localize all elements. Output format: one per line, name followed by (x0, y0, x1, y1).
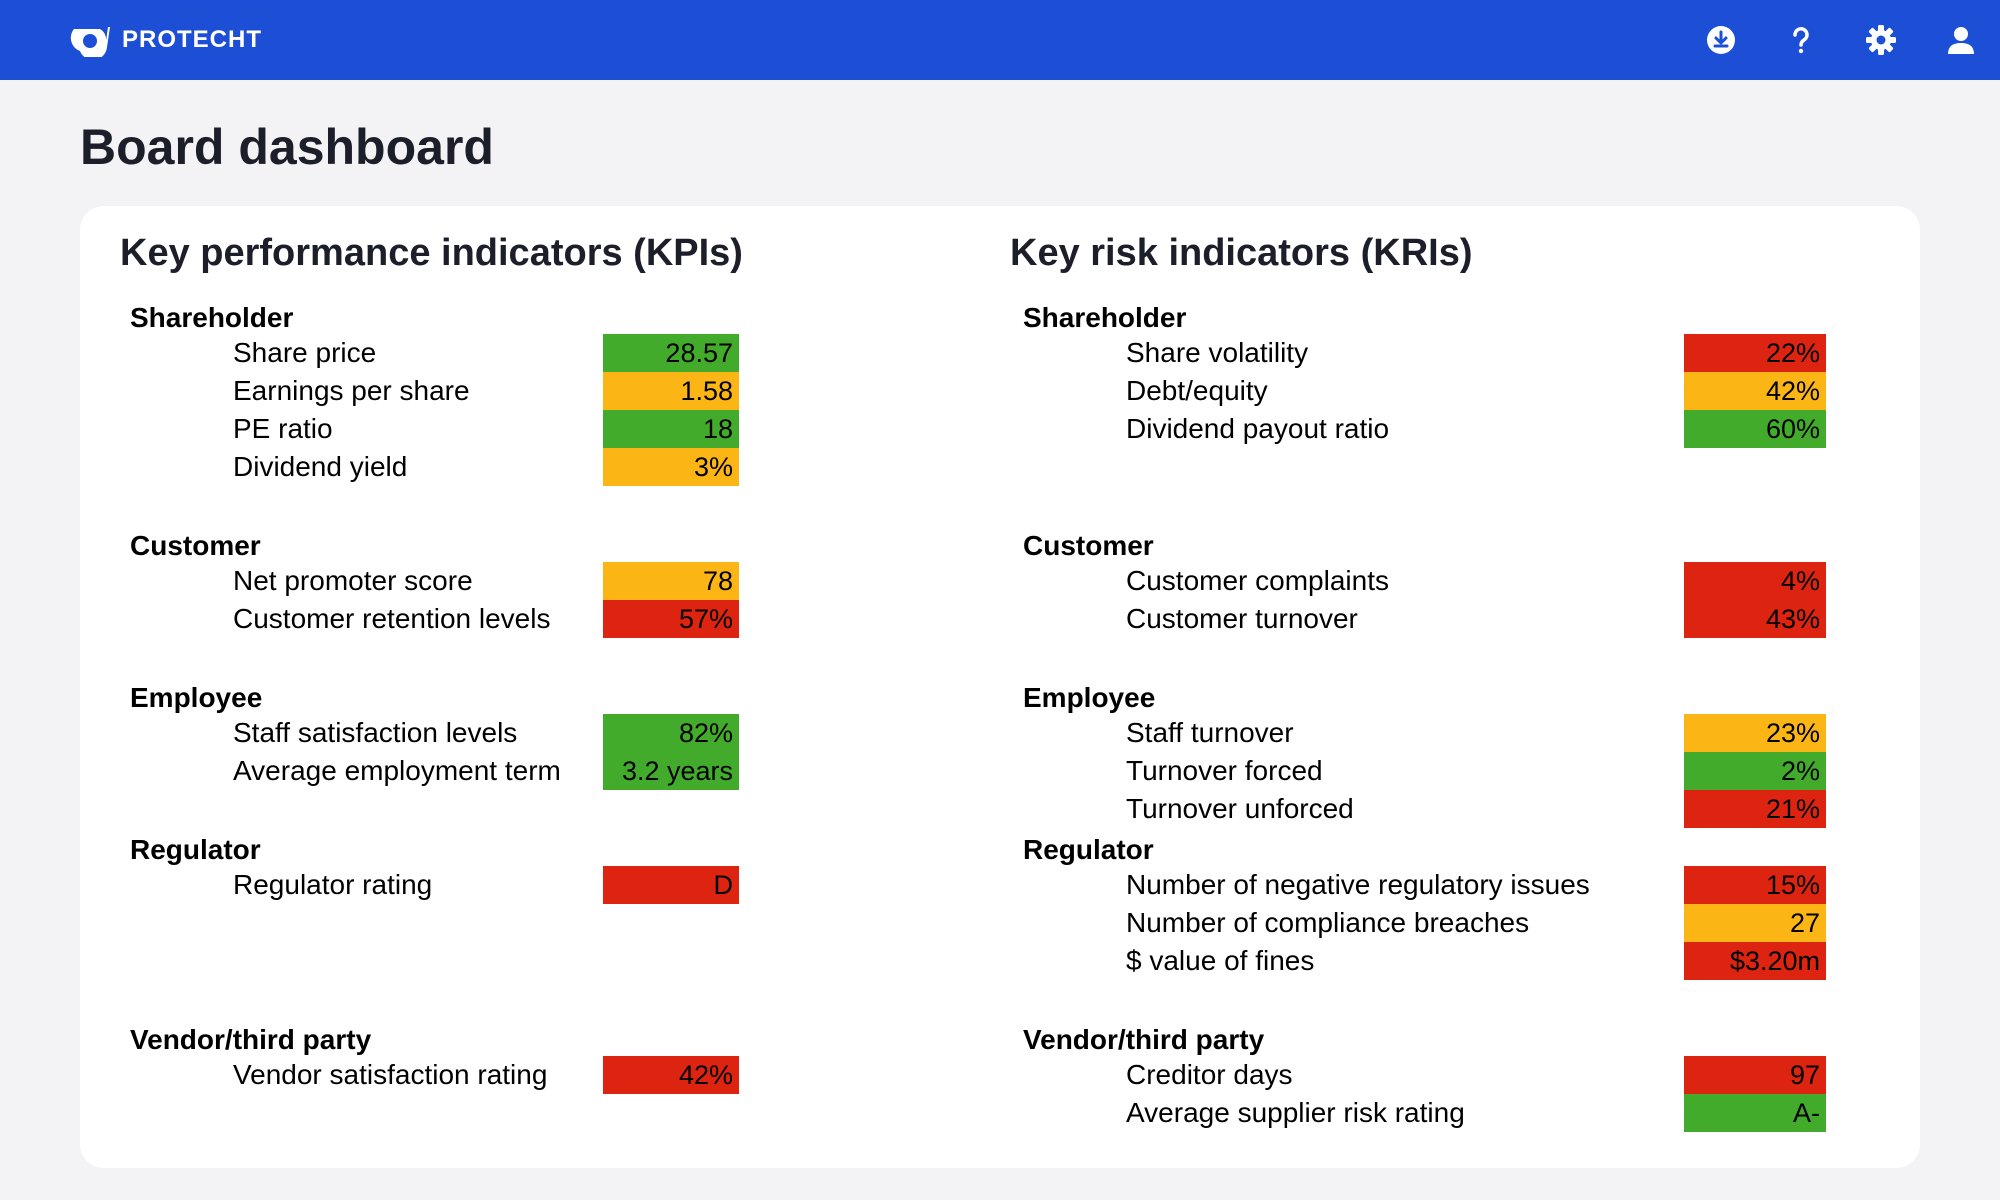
kpi-value-cell: 57% (603, 600, 739, 638)
kpi-row-label: PE ratio (233, 413, 333, 444)
kpi-value-cell: 3% (603, 448, 739, 486)
kri-row-label: Dividend payout ratio (1126, 413, 1390, 444)
kri-value-cell: 2% (1684, 752, 1826, 790)
kri-value-cell: 42% (1684, 372, 1826, 410)
kri-value-cell: 23% (1684, 714, 1826, 752)
kpi-row-label: Dividend yield (233, 451, 408, 482)
kpi-row-label: Net promoter score (233, 565, 473, 596)
kri-group-title: Customer (1023, 530, 1154, 561)
kpi-title: Key performance indicators (KPIs) (120, 232, 743, 274)
kri-value-cell: 15% (1684, 866, 1826, 904)
kri-row-label: Share volatility (1126, 337, 1309, 368)
kri-row-label: Customer complaints (1126, 565, 1389, 596)
kpi-value-cell: 28.57 (603, 334, 739, 372)
kpi-row-label: Share price (233, 337, 377, 368)
kri-row-label: Turnover forced (1126, 755, 1323, 786)
kpi-value-cell: 82% (603, 714, 739, 752)
kri-value-cell: 22% (1684, 334, 1826, 372)
kri-value-cell: 27 (1684, 904, 1826, 942)
kpi-group-title: Employee (130, 682, 263, 713)
kpi-row-label: Average employment term (233, 755, 561, 786)
kri-value-cell: A- (1684, 1094, 1826, 1132)
kpi-value-cell: 78 (603, 562, 739, 600)
kri-row-label: Creditor days (1126, 1059, 1293, 1090)
kpi-group-title: Vendor/third party (130, 1024, 372, 1055)
protecht-logo-icon (70, 27, 110, 57)
kri-value-cell: 97 (1684, 1056, 1826, 1094)
kri-group-title: Regulator (1023, 834, 1154, 865)
kri-row-label: Number of negative regulatory issues (1126, 869, 1590, 900)
kri-row-label: Debt/equity (1126, 375, 1268, 406)
user-icon[interactable] (1944, 20, 1978, 60)
kri-row-label: Average supplier risk rating (1126, 1097, 1465, 1128)
page-title: Board dashboard (80, 119, 494, 175)
top-bar: PROTECHT (0, 0, 2000, 80)
kpi-group-title: Customer (130, 530, 261, 561)
kri-group-title: Shareholder (1023, 302, 1187, 333)
kri-value-cell: $3.20m (1684, 942, 1826, 980)
kpi-value-cell: 1.58 (603, 372, 739, 410)
kri-group-title: Employee (1023, 682, 1156, 713)
kpi-row-label: Regulator rating (233, 869, 433, 900)
kri-title: Key risk indicators (KRIs) (1010, 232, 1473, 274)
kri-row-label: $ value of fines (1126, 945, 1315, 976)
kri-value-cell: 4% (1684, 562, 1826, 600)
help-icon[interactable] (1784, 20, 1818, 60)
dashboard-card: Key performance indicators (KPIs) Key ri… (80, 206, 1920, 1168)
kpi-value-cell: 18 (603, 410, 739, 448)
kpi-row-label: Staff satisfaction levels (233, 717, 518, 748)
brand-name: PROTECHT (122, 26, 262, 53)
kri-row-label: Staff turnover (1126, 717, 1294, 748)
brand[interactable]: PROTECHT (70, 22, 262, 58)
kpi-row-label: Customer retention levels (233, 603, 551, 634)
kri-value-cell: 21% (1684, 790, 1826, 828)
kpi-value-cell: 3.2 years (603, 752, 739, 790)
kpi-value-cell: D (603, 866, 739, 904)
kpi-group-title: Shareholder (130, 302, 294, 333)
kri-value-cell: 60% (1684, 410, 1826, 448)
kri-row-label: Number of compliance breaches (1126, 907, 1530, 938)
kpi-value-cell: 42% (603, 1056, 739, 1094)
kpi-row-label: Earnings per share (233, 375, 470, 406)
kpi-row-label: Vendor satisfaction rating (233, 1059, 548, 1090)
kpi-group-title: Regulator (130, 834, 261, 865)
kri-group-title: Vendor/third party (1023, 1024, 1265, 1055)
kri-value-cell: 43% (1684, 600, 1826, 638)
download-icon[interactable] (1704, 20, 1738, 60)
settings-icon[interactable] (1864, 20, 1898, 60)
kri-row-label: Customer turnover (1126, 603, 1358, 634)
kri-row-label: Turnover unforced (1126, 793, 1354, 824)
